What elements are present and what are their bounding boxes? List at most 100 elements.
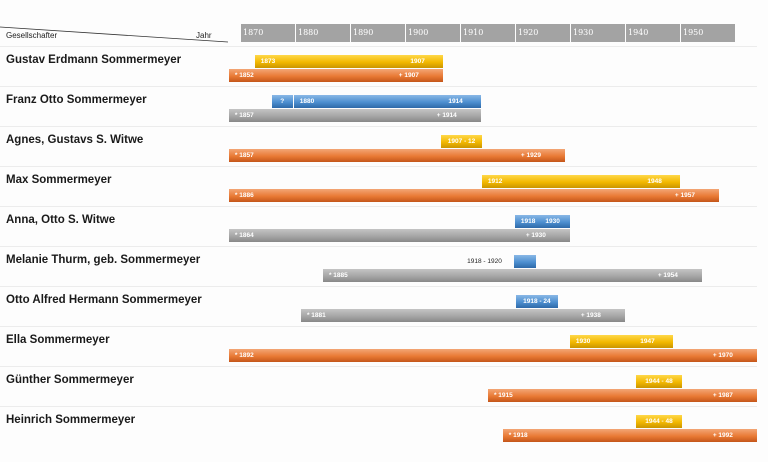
death-label: + 1957 (674, 192, 695, 199)
row-separator (0, 406, 757, 407)
lifespan-bar: * 1918 + 1992 (502, 429, 757, 442)
period-bar (513, 255, 536, 268)
year-tick-label: 1920 (516, 24, 570, 42)
death-label: + 1970 (712, 352, 733, 359)
period-end-labels: 1948 (647, 178, 661, 185)
period-start-labels: 1912 (488, 178, 502, 185)
shareholder-name: Melanie Thurm, geb. Sommermeyer (6, 254, 201, 266)
column-header-jahr: Jahr (196, 31, 212, 40)
shareholder-name: Günther Sommermeyer (6, 374, 134, 386)
year-tick-label: 1890 (351, 24, 405, 42)
timeline-row: Heinrich Sommermeyer 1944 - 48 * 1918 + 199… (0, 414, 757, 462)
row-separator (0, 246, 757, 247)
shareholder-name: Otto Alfred Hermann Sommermeyer (6, 294, 202, 306)
lifespan-bar: * 1852 + 1907 (228, 69, 443, 82)
shareholder-name: Anna, Otto S. Witwe (6, 214, 116, 226)
lifespan-bar: * 1864 + 1930 (228, 229, 570, 242)
period-start-labels: 1918 1930 (521, 218, 560, 225)
period-start-labels: 1873 (261, 58, 275, 65)
period-bar: 1873 1907 (254, 55, 443, 68)
period-label: 1918 - 24 (523, 298, 551, 305)
period-end-labels: 1914 (448, 98, 462, 105)
period-end-label: 1948 (647, 178, 662, 185)
year-tick-label: 1880 (296, 24, 350, 42)
birth-label: * 1918 (508, 432, 528, 439)
period-bar: 1930 1947 (569, 335, 673, 348)
header-diagonal-divider (0, 26, 229, 43)
birth-label: * 1857 (234, 152, 254, 159)
birth-label: * 1885 (328, 272, 348, 279)
row-separator (0, 86, 757, 87)
period-start-label: 1918 (520, 218, 536, 225)
death-label: + 1992 (712, 432, 733, 439)
row-separator (0, 46, 757, 47)
period-bar: 1944 - 48 (635, 375, 683, 388)
period-label: 1907 - 12 (447, 138, 476, 145)
period-bar: 1880 1914 (293, 95, 481, 108)
row-separator (0, 166, 757, 167)
death-label: + 1930 (525, 232, 546, 239)
shareholder-name: Heinrich Sommermeyer (6, 414, 136, 426)
death-label: + 1938 (580, 312, 601, 319)
row-separator (0, 326, 757, 327)
year-tick-label: 1930 (571, 24, 625, 42)
period-label-outside: 1918 - 1920 (467, 258, 502, 265)
birth-label: * 1852 (234, 72, 254, 79)
row-separator (0, 206, 757, 207)
row-separator (0, 126, 757, 127)
timeline-row: Franz Otto Sommermeyer? 1880 1914 * 1857 + 1… (0, 94, 757, 142)
period-bar: 1944 - 48 (635, 415, 683, 428)
timeline-row: Günther Sommermeyer 1944 - 48 * 1915 + 1987 (0, 374, 757, 422)
shareholder-name: Agnes, Gustavs S. Witwe (6, 134, 144, 146)
death-label: + 1907 (398, 72, 419, 79)
lifespan-bar: * 1892 + 1970 (228, 349, 757, 362)
period-start-labels: 1930 (576, 338, 590, 345)
period-label: 1944 - 48 (645, 378, 673, 385)
period-start-label: 1912 (487, 178, 503, 185)
death-label: + 1929 (520, 152, 541, 159)
birth-label: * 1892 (234, 352, 254, 359)
birth-label: * 1857 (234, 112, 254, 119)
year-tick-label: 1950 (681, 24, 735, 42)
lifespan-bar: * 1915 + 1987 (487, 389, 757, 402)
period-label: 1944 - 48 (645, 418, 673, 425)
shareholder-name: Ella Sommermeyer (6, 334, 110, 346)
lifespan-bar: * 1886 + 1957 (228, 189, 719, 202)
timeline-row: Anna, Otto S. Witwe 1918 1930 * 1864 + 1930 (0, 214, 757, 262)
year-tick-label: 1900 (406, 24, 460, 42)
timeline-row: Gustav Erdmann Sommermeyer 1873 1907 * 1852… (0, 54, 757, 102)
row-separator (0, 366, 757, 367)
period-bar: ? (271, 95, 293, 108)
timeline-row: Max Sommermeyer 1912 1948 * 1886 + 1957 (0, 174, 757, 222)
period-end-labels: 1907 (410, 58, 424, 65)
period-end-label: 1914 (448, 98, 463, 105)
lifespan-bar: * 1857 + 1929 (228, 149, 565, 162)
death-label: + 1914 (436, 112, 457, 119)
shareholder-name: Gustav Erdmann Sommermeyer (6, 54, 182, 66)
timeline-row: Melanie Thurm, geb. Sommermeyer 1918 - 19… (0, 254, 757, 302)
row-separator (0, 286, 757, 287)
birth-label: * 1864 (234, 232, 254, 239)
shareholder-name: Franz Otto Sommermeyer (6, 94, 147, 106)
birth-label: * 1915 (493, 392, 513, 399)
period-bar: 1912 1948 (481, 175, 680, 188)
period-start-label: 1930 (575, 338, 591, 345)
shareholder-name: Max Sommermeyer (6, 174, 112, 186)
birth-label: * 1886 (234, 192, 254, 199)
column-header-gesellschafter: Gesellschafter (6, 31, 58, 40)
period-bar: 1918 - 24 (516, 295, 558, 308)
lifespan-bar: * 1885 + 1954 (322, 269, 702, 282)
timeline-row: Otto Alfred Hermann Sommermeyer 1918 - 24… (0, 294, 757, 342)
period-start-label: 1930 (545, 218, 560, 225)
death-label: + 1987 (712, 392, 733, 399)
period-start-label: 1873 (260, 58, 276, 65)
period-end-labels: 1947 (640, 338, 654, 345)
birth-label: * 1881 (306, 312, 326, 319)
year-tick-label: 1940 (626, 24, 680, 42)
period-end-label: 1947 (640, 338, 655, 345)
period-start-labels: 1880 (300, 98, 314, 105)
lifespan-bar: * 1857 + 1914 (228, 109, 481, 122)
period-bar: 1918 1930 (514, 215, 570, 228)
timeline-row: Ella Sommermeyer 1930 1947 * 1892 + 1970 (0, 334, 757, 382)
timeline-row: Agnes, Gustavs S. Witwe 1907 - 12 * 1857 + … (0, 134, 757, 182)
